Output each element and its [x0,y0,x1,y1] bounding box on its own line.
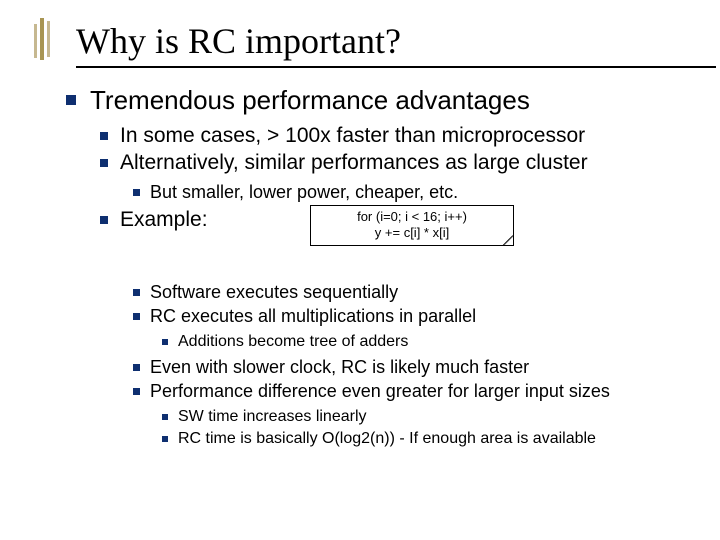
bullet-list-level3: But smaller, lower power, cheaper, etc. [130,181,690,204]
bullet-icon [133,364,140,371]
bullet-text: RC time is basically O(log2(n)) - If eno… [178,430,596,447]
list-item: But smaller, lower power, cheaper, etc. [130,181,690,204]
bullet-list-level3: Software executes sequentially RC execut… [130,281,690,449]
bullet-list-level4: SW time increases linearly RC time is ba… [160,407,690,449]
bullet-icon [66,95,76,105]
bullet-list-level2: In some cases, > 100x faster than microp… [96,123,690,449]
slide-title: Why is RC important? [76,20,690,62]
list-item: RC executes all multiplications in paral… [130,305,690,352]
title-block: Why is RC important? [76,20,690,68]
bullet-text: RC executes all multiplications in paral… [150,306,476,326]
bullet-icon [162,436,168,442]
bullet-icon [133,189,140,196]
bullet-icon [133,388,140,395]
bullet-icon [162,414,168,420]
bullet-list-level1: Tremendous performance advantages In som… [62,84,690,449]
code-callout-box: for (i=0; i < 16; i++) y += c[i] * x[i] [310,205,514,245]
bullet-text: SW time increases linearly [178,408,367,425]
bullet-text: Software executes sequentially [150,282,398,302]
bullet-text: Alternatively, similar performances as l… [120,151,588,174]
title-accent-graphic [32,18,56,60]
bullet-icon [133,289,140,296]
list-item: Additions become tree of adders [160,332,690,352]
list-item: In some cases, > 100x faster than microp… [96,123,690,148]
list-item: Software executes sequentially [130,281,690,304]
title-underline [76,66,716,68]
list-item: RC time is basically O(log2(n)) - If eno… [160,429,690,449]
list-item: Performance difference even greater for … [130,380,690,449]
bullet-text: Tremendous performance advantages [90,85,530,115]
code-line: for (i=0; i < 16; i++) [317,209,507,225]
bullet-text: Additions become tree of adders [178,333,408,350]
slide: Why is RC important? Tremendous performa… [0,0,720,540]
list-item-example: Example: for (i=0; i < 16; i++) y += c[i… [96,207,690,448]
bullet-text: Example: [120,208,208,231]
bullet-text: Even with slower clock, RC is likely muc… [150,357,529,377]
code-line: y += c[i] * x[i] [317,225,507,241]
bullet-icon [133,313,140,320]
bullet-icon [100,216,108,224]
bullet-icon [100,132,108,140]
bullet-text: But smaller, lower power, cheaper, etc. [150,182,458,202]
bullet-list-level4: Additions become tree of adders [160,332,690,352]
list-item: Tremendous performance advantages In som… [62,84,690,449]
bullet-text: In some cases, > 100x faster than microp… [120,124,585,147]
bullet-icon [162,339,168,345]
list-item: Even with slower clock, RC is likely muc… [130,356,690,379]
bullet-text: Performance difference even greater for … [150,381,610,401]
list-item: SW time increases linearly [160,407,690,427]
bullet-icon [100,159,108,167]
list-item: Alternatively, similar performances as l… [96,150,690,204]
